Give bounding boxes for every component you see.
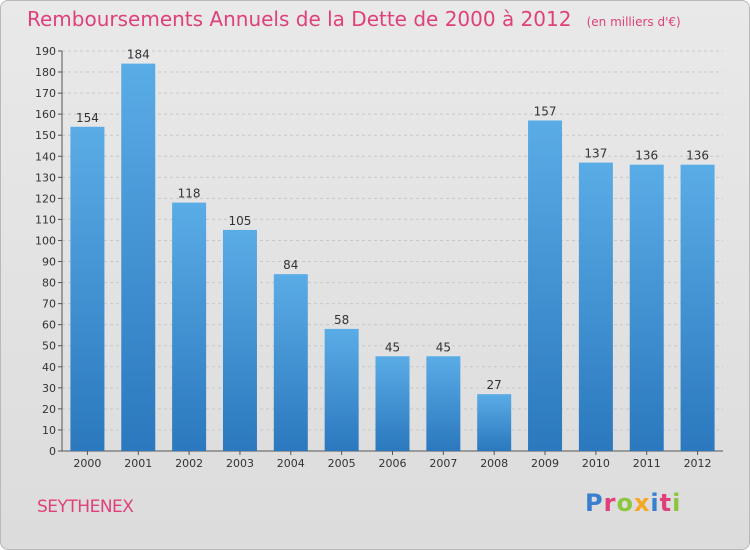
logo-letter: t <box>659 489 673 517</box>
bar-value-label: 118 <box>178 187 201 201</box>
bar-value-label: 154 <box>76 111 99 125</box>
bar-value-label: 136 <box>635 149 658 163</box>
bar-value-label: 105 <box>229 214 252 228</box>
bar-value-label: 137 <box>584 147 607 161</box>
y-tick-label: 0 <box>49 445 56 458</box>
x-tick-label: 2000 <box>73 457 101 470</box>
y-tick-label: 150 <box>35 129 56 142</box>
y-tick-label: 20 <box>42 403 56 416</box>
y-tick-label: 130 <box>35 171 56 184</box>
y-tick-label: 140 <box>35 150 56 163</box>
x-tick-label: 2004 <box>277 457 305 470</box>
logo-letter: o <box>616 489 634 517</box>
y-tick-label: 70 <box>42 298 56 311</box>
y-tick-label: 80 <box>42 277 56 290</box>
y-tick-label: 40 <box>42 361 56 374</box>
y-tick-label: 190 <box>35 45 56 58</box>
bar <box>680 164 715 451</box>
y-tick-label: 10 <box>42 424 56 437</box>
bar-value-label: 45 <box>385 340 400 354</box>
y-tick-label: 100 <box>35 234 56 247</box>
y-tick-label: 170 <box>35 87 56 100</box>
x-tick-label: 2002 <box>175 457 203 470</box>
bar <box>172 202 207 451</box>
x-tick-label: 2003 <box>226 457 254 470</box>
y-tick-label: 110 <box>35 213 56 226</box>
city-name: SEYTHENEX <box>37 497 134 517</box>
bar <box>121 63 156 451</box>
x-tick-label: 2011 <box>633 457 661 470</box>
y-tick-label: 90 <box>42 256 56 269</box>
bar <box>629 164 664 451</box>
y-tick-label: 160 <box>35 108 56 121</box>
x-tick-label: 2001 <box>124 457 152 470</box>
y-tick-label: 50 <box>42 340 56 353</box>
logo-letter: i <box>650 489 660 517</box>
x-tick-label: 2008 <box>480 457 508 470</box>
bar-value-label: 184 <box>127 48 150 62</box>
bar <box>528 120 563 451</box>
bar <box>222 229 257 451</box>
chart-unit: (en milliers d'€) <box>586 15 681 29</box>
bar-value-label: 45 <box>436 340 451 354</box>
bar-value-label: 136 <box>686 149 709 163</box>
bar <box>578 162 613 451</box>
x-tick-label: 2007 <box>429 457 457 470</box>
x-tick-label: 2010 <box>582 457 610 470</box>
chart-title: Remboursements Annuels de la Dette de 20… <box>27 7 681 31</box>
logo-letter: i <box>672 489 682 517</box>
bar <box>273 274 308 451</box>
bar <box>70 126 105 451</box>
bar <box>426 356 461 451</box>
x-tick-label: 2005 <box>328 457 356 470</box>
chart-title-main: Remboursements Annuels de la Dette de 20… <box>27 7 572 31</box>
bar <box>375 356 410 451</box>
bar-value-label: 58 <box>334 313 349 327</box>
bar-value-label: 27 <box>487 378 502 392</box>
x-tick-label: 2009 <box>531 457 559 470</box>
proxiti-logo: Proxiti <box>585 489 681 517</box>
logo-letter: P <box>585 489 604 517</box>
y-tick-label: 30 <box>42 382 56 395</box>
y-tick-label: 60 <box>42 319 56 332</box>
bar <box>477 394 512 451</box>
bar <box>324 328 359 451</box>
x-tick-label: 2006 <box>379 457 407 470</box>
y-tick-label: 120 <box>35 192 56 205</box>
logo-letter: x <box>633 489 651 517</box>
logo-letter: r <box>603 489 617 517</box>
bar-value-label: 157 <box>534 104 557 118</box>
bar-value-label: 84 <box>283 258 298 272</box>
x-tick-label: 2012 <box>684 457 712 470</box>
y-tick-label: 180 <box>35 66 56 79</box>
